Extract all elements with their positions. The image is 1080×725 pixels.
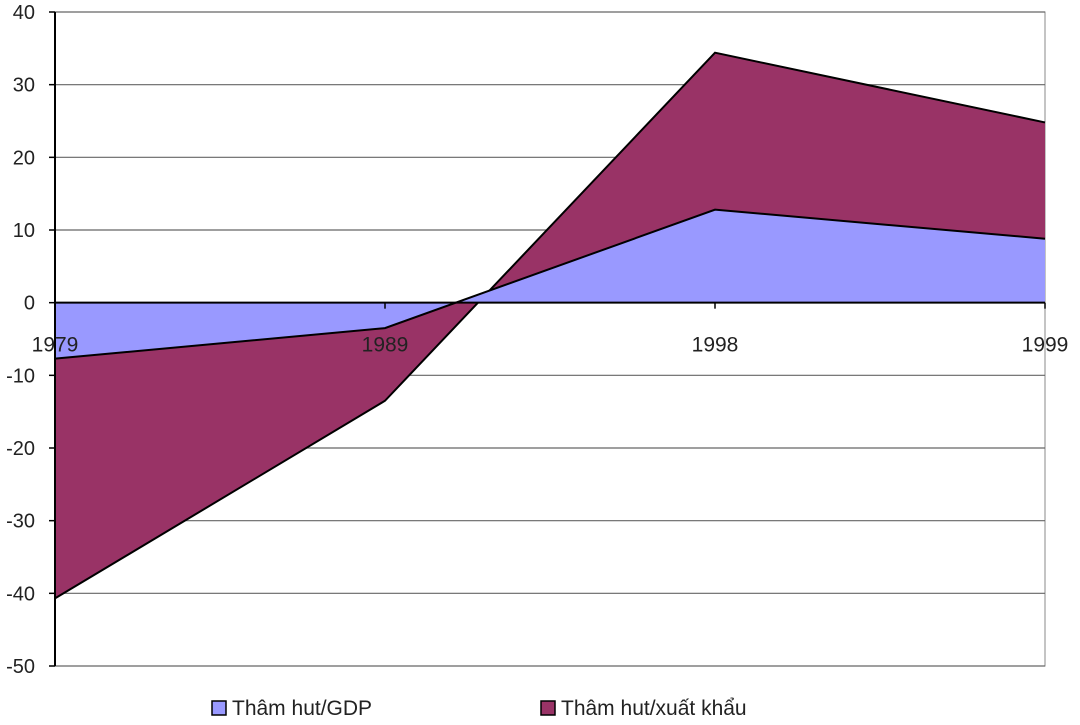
series-line-1 [54,208,1046,360]
y-tick-label: 10 [13,220,35,242]
legend-label-gdp: Thâm hut/GDP [232,697,372,720]
legend-label-export: Thâm hut/xuất khẩu [561,697,747,720]
x-tick-label: 1979 [32,334,79,357]
y-tick-label: -50 [6,656,35,678]
series-area-1 [55,209,1045,359]
x-tick-label: 1989 [362,334,409,357]
y-tick-label: -40 [6,583,35,605]
axes: 40 30 20 10 0 -10 -20 -30 -40 -50 1979 1989 1998 1999 [6,2,1068,678]
x-tick-label: 1999 [1022,334,1069,357]
series-areas [54,51,1046,600]
legend-swatch-gdp [211,700,227,716]
y-tick-label: -30 [6,511,35,533]
y-tick-label: 0 [24,293,35,315]
y-tick-label: -10 [6,365,35,387]
y-tick-label: 20 [13,147,35,169]
legend: Thâm hut/GDP Thâm hut/xuất khẩu [211,697,747,720]
series-line-0 [54,51,1046,600]
legend-swatch-export [540,700,556,716]
series-area-0 [55,52,1045,599]
y-tick-label: -20 [6,438,35,460]
x-tick-label: 1998 [692,334,739,357]
y-tick-label: 40 [13,2,35,24]
y-tick-label: 30 [13,75,35,97]
